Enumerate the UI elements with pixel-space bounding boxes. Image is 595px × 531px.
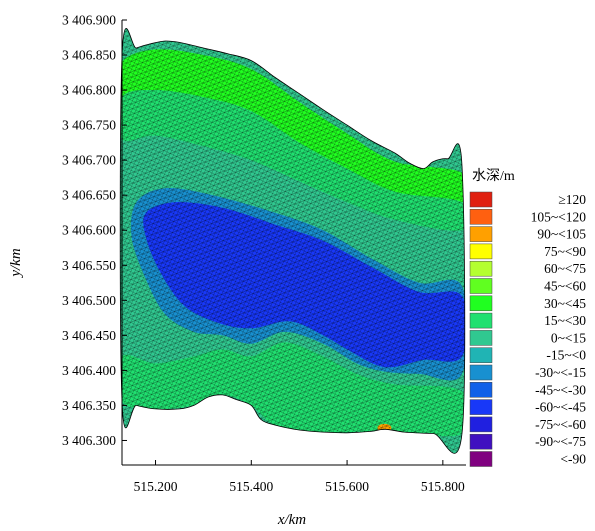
legend-label: 105~<120 [531,209,587,224]
x-tick-label: 515.400 [229,479,273,494]
legend-label: 0~<15 [551,330,586,345]
x-ticks: 515.200 515.400 515.600 515.800 [134,460,465,494]
y-tick-label: 3 406.900 [62,13,116,28]
legend-label: 60~<75 [544,261,586,276]
legend-label: ≥120 [558,192,586,207]
x-tick-label: 515.800 [421,479,465,494]
legend-label: -15~<0 [546,348,586,363]
legend-swatch [469,243,493,260]
y-tick-label: 3 406.500 [62,293,116,308]
legend-swatch [469,364,493,381]
legend-swatch [469,226,493,242]
legend-swatch [469,382,493,398]
legend-title: 水深/m [472,168,515,184]
legend-items: ≥120 105~<120 90~<105 75~<90 60~<75 45~<60 30~… [469,191,587,467]
legend-swatch [469,295,493,312]
y-tick-label: 3 406.850 [62,48,116,63]
y-tick-label: 3 406.750 [62,118,116,133]
y-tick-label: 3 406.450 [62,328,116,343]
legend-label: -30~<-15 [535,365,586,380]
legend-swatch [469,399,493,415]
legend-swatch [469,433,493,450]
legend-label: 90~<105 [537,227,586,242]
y-tick-label: 3 406.650 [62,188,116,203]
legend-swatch [469,347,493,363]
y-tick-label: 3 406.600 [62,223,116,238]
legend-swatch [469,191,493,208]
legend-label: 75~<90 [544,244,586,259]
legend-label: -45~<-30 [535,382,586,397]
legend-swatch [469,209,493,225]
y-axis-label: y/km [8,248,24,278]
y-tick-label: 3 406.350 [62,398,116,413]
x-tick-label: 515.600 [325,479,369,494]
y-tick-label: 3 406.550 [62,258,116,273]
y-tick-label: 3 406.300 [62,433,116,448]
y-tick-label: 3 406.400 [62,363,116,378]
legend-swatch [469,451,493,467]
legend-swatch [469,330,493,346]
legend-swatch [469,260,493,277]
legend-label: 30~<45 [544,296,586,311]
legend-label: -75~<-60 [535,417,586,432]
y-ticks: 3 406.300 3 406.350 3 406.400 3 406.450 3 40… [62,13,127,448]
y-tick-label: 3 406.800 [62,83,116,98]
y-tick-label: 3 406.700 [62,153,116,168]
legend-swatch [469,278,493,294]
legend: 水深/m ≥120 105~<120 90~<105 75~<90 60~<75 45~<… [469,168,587,467]
legend-label: -90~<-75 [535,434,586,449]
legend-label: 45~<60 [544,279,586,294]
legend-label: <-90 [560,452,586,467]
legend-label: 15~<30 [544,313,586,328]
legend-label: -60~<-45 [535,400,586,415]
legend-swatch [469,312,493,329]
legend-swatch [469,416,493,433]
domain-outline [119,28,466,454]
x-tick-label: 515.200 [134,479,178,494]
x-axis-label: x/km [277,512,306,528]
axes: 3 406.300 3 406.350 3 406.400 3 406.450 3 40… [8,13,466,528]
